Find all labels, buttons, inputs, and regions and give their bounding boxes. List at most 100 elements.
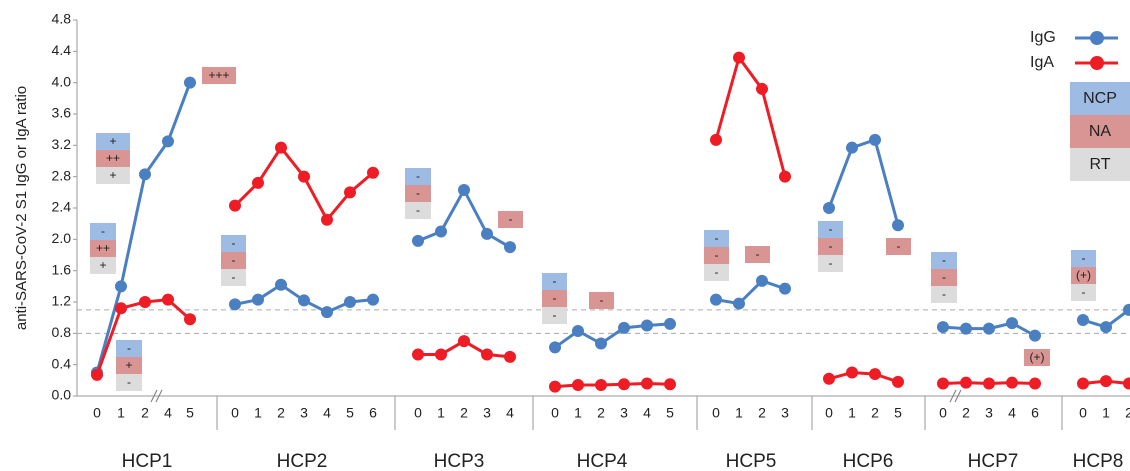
annotation-cell xyxy=(1024,349,1050,366)
group-label: HCP8 xyxy=(1073,451,1124,471)
x-tick-label: 0 xyxy=(825,405,833,421)
annotation-text: + xyxy=(99,258,106,272)
data-point xyxy=(367,293,379,306)
annotation-text: - xyxy=(232,253,236,267)
data-point xyxy=(115,280,127,293)
data-point xyxy=(344,186,356,199)
data-point xyxy=(162,135,174,148)
x-tick-label: 5 xyxy=(666,405,674,421)
annotation-text: - xyxy=(715,265,719,279)
group-label: HCP5 xyxy=(726,451,777,471)
annotation-cell xyxy=(542,273,567,290)
data-point xyxy=(504,350,516,363)
annotation-cell xyxy=(96,133,130,150)
annotation-legend-cell xyxy=(1070,148,1130,181)
y-tick-label: 1.2 xyxy=(52,293,72,309)
x-tick-label: 2 xyxy=(141,405,149,421)
annotation-text: - xyxy=(756,247,760,261)
data-point xyxy=(892,219,904,232)
x-tick-label: 1 xyxy=(735,405,743,421)
data-point xyxy=(983,377,995,390)
x-tick-label: 3 xyxy=(620,405,628,421)
data-point xyxy=(869,368,881,381)
annotation-cell xyxy=(90,257,116,274)
series-line xyxy=(828,370,899,384)
data-point xyxy=(481,348,493,361)
annotation-legend-cell xyxy=(1070,82,1130,115)
data-point xyxy=(618,321,630,334)
annotation-text: - xyxy=(101,224,105,238)
data-point xyxy=(252,176,264,189)
data-point xyxy=(937,377,949,390)
x-tick-label: 3 xyxy=(985,405,993,421)
annotation-text: - xyxy=(232,236,236,250)
data-point xyxy=(823,202,835,214)
annotation-cell xyxy=(405,202,431,219)
series-line xyxy=(714,54,787,178)
annotation-cell xyxy=(931,269,957,286)
annotation-legend-label: NA xyxy=(1089,123,1112,140)
group-label: HCP4 xyxy=(577,451,628,471)
annotation-cell xyxy=(1071,284,1096,301)
x-tick-label: 4 xyxy=(1008,405,1016,421)
data-point xyxy=(458,335,470,348)
x-tick-label: 4 xyxy=(323,405,331,421)
annotation-cell xyxy=(818,255,843,272)
data-point xyxy=(298,294,310,307)
x-tick-label: 1 xyxy=(437,405,445,421)
data-point xyxy=(1029,329,1041,342)
annotation-cell xyxy=(704,230,729,247)
data-point xyxy=(275,278,287,291)
x-tick-label: 1 xyxy=(1102,405,1110,421)
y-tick-label: 1.6 xyxy=(52,261,72,277)
annotation-legend-label: NCP xyxy=(1083,90,1117,107)
annotation-text: - xyxy=(829,239,833,253)
annotation-cell xyxy=(96,150,130,167)
legend-marker xyxy=(1090,56,1104,70)
data-point xyxy=(1123,303,1130,316)
x-tick-label: 2 xyxy=(871,405,879,421)
group-label: HCP1 xyxy=(122,451,173,471)
annotation-text: - xyxy=(942,287,946,301)
axis-break xyxy=(150,389,962,403)
data-point xyxy=(869,133,881,146)
data-point xyxy=(139,296,151,308)
data-point xyxy=(733,51,745,64)
data-point xyxy=(1077,377,1089,390)
data-point xyxy=(412,348,424,361)
series-line xyxy=(95,298,191,376)
annotation-cell xyxy=(498,211,523,228)
annotation-cell xyxy=(542,290,567,307)
data-point xyxy=(1100,321,1112,334)
group-label: HCP2 xyxy=(277,451,328,471)
data-point xyxy=(229,298,241,311)
annotation-text: - xyxy=(600,293,604,307)
data-point xyxy=(184,76,196,89)
y-tick-label: 2.8 xyxy=(52,167,72,183)
data-point xyxy=(162,293,174,306)
group-label: HCP6 xyxy=(843,451,894,471)
annotation-text: - xyxy=(897,239,901,253)
annotation-cell xyxy=(542,307,567,324)
data-point xyxy=(756,274,768,287)
data-point xyxy=(756,82,768,95)
annotation-cell xyxy=(1071,250,1096,267)
data-point xyxy=(572,324,584,337)
x-tick-label: 2 xyxy=(1125,405,1130,421)
x-tick-label: 2 xyxy=(277,405,285,421)
x-tick-label: 0 xyxy=(231,405,239,421)
annotation-cell xyxy=(116,374,142,391)
data-point xyxy=(435,348,447,361)
x-tick-label: 2 xyxy=(962,405,970,421)
data-point xyxy=(595,379,607,392)
data-point xyxy=(779,170,791,183)
series-line xyxy=(417,186,511,249)
x-tick-label: 0 xyxy=(93,405,101,421)
x-tick-label: 3 xyxy=(300,405,308,421)
annotation-cell xyxy=(221,252,246,269)
annotation-cell xyxy=(90,240,116,257)
y-tick-label: 0.4 xyxy=(52,355,72,371)
data-point xyxy=(275,141,287,154)
annotation-text: +++ xyxy=(208,68,229,82)
data-point xyxy=(91,368,103,381)
